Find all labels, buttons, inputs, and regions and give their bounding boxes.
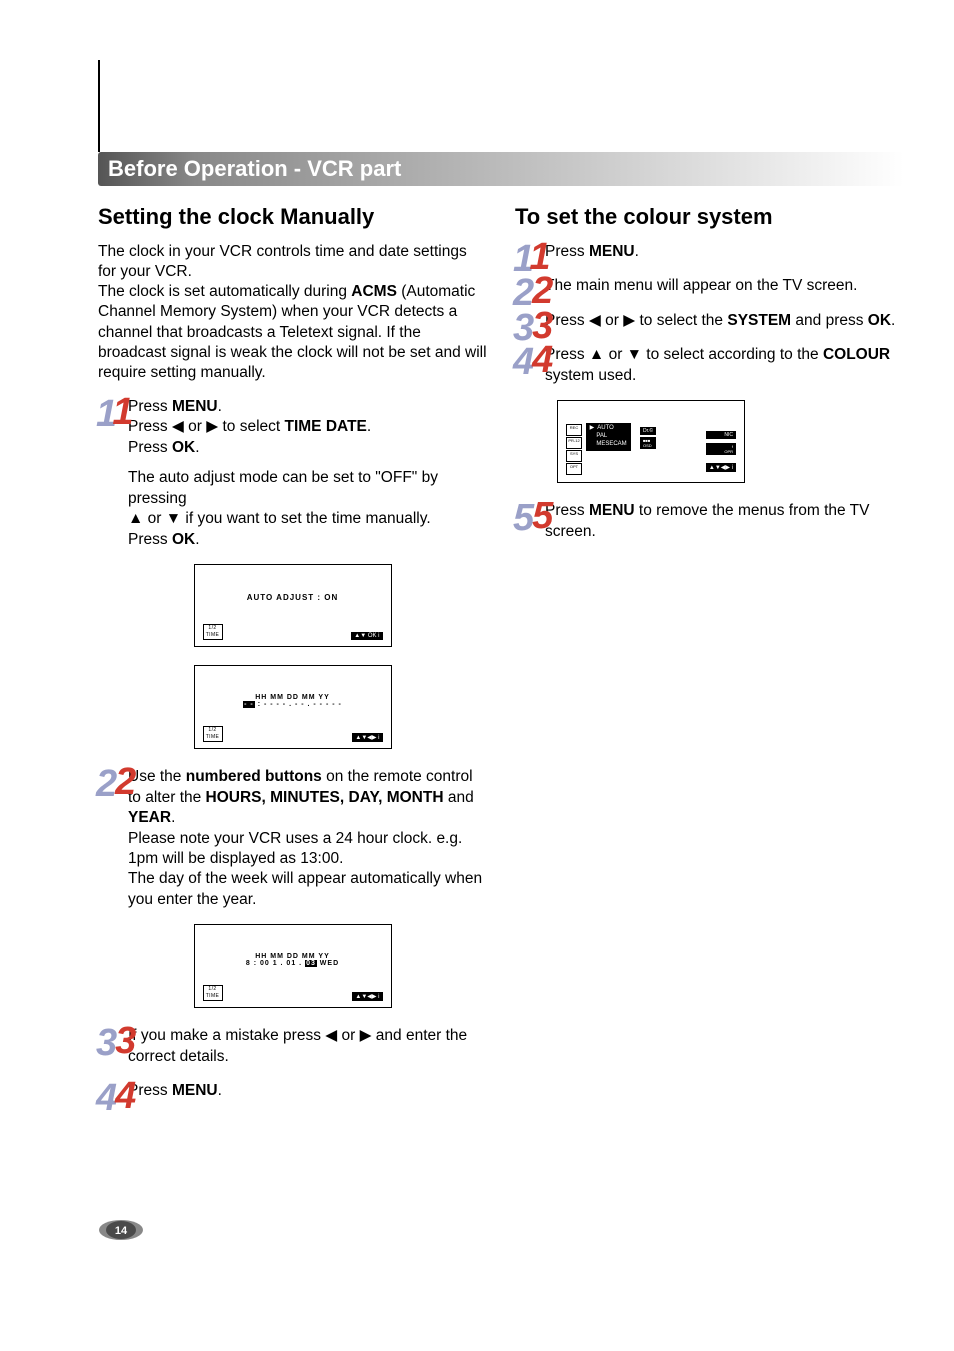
menu-label: MENU — [172, 398, 218, 415]
osd-text: AUTO ADJUST : ON — [203, 593, 383, 602]
colour-label: COLOUR — [823, 346, 890, 363]
osd-dateline: - - : - - - - . - - . - - - - - — [203, 701, 383, 708]
osd-screen-system: REC PR-12 SYS OPT ▶ AUTO PAL MESECAM Dr.… — [557, 400, 745, 483]
step-number-shadow: 3 — [96, 1022, 117, 1064]
system-label: SYSTEM — [727, 312, 791, 329]
osd-header: HH MM DD MM YY — [203, 953, 383, 960]
text: . — [891, 312, 895, 329]
text: . — [218, 398, 222, 415]
text: . — [635, 243, 639, 260]
text: . — [367, 418, 371, 435]
fields-label: HOURS, MINUTES, DAY, MONTH — [206, 789, 444, 806]
timedate-icon: 1/2TIMEDATE — [203, 624, 223, 640]
step-number: 5 — [532, 495, 553, 537]
year-label: YEAR — [128, 809, 171, 826]
text: . — [171, 809, 175, 826]
menu-label: MENU — [589, 243, 635, 260]
step-number-shadow: 4 — [96, 1077, 117, 1119]
text: The main menu will appear on the TV scre… — [545, 277, 857, 294]
osd-screen-filled-date: HH MM DD MM YY 8 : 00 1 . 01 . 03 WED 1/… — [194, 924, 392, 1008]
crop-mark — [98, 106, 100, 152]
opt-icon: OPT — [566, 463, 582, 475]
text: system used. — [545, 367, 636, 384]
text: . — [195, 531, 199, 548]
step-number: 4 — [532, 339, 553, 381]
nic-chip: NIC — [706, 431, 736, 439]
timedate-icon: 1/2TIMEDATE — [203, 726, 223, 742]
text: ▲ or ▼ if you want to set the time manua… — [128, 510, 431, 527]
dr-chip: Dr.© — [640, 427, 656, 435]
left-column: Setting the clock Manually The clock in … — [98, 204, 487, 1116]
page-number-badge: 14 — [98, 1219, 144, 1241]
step-1: 11 Press MENU. Press ◀ or ▶ to select TI… — [98, 397, 487, 550]
timedate-icon: 1/2TIMEDATE — [203, 985, 223, 1001]
r-step-3: 33 Press ◀ or ▶ to select the SYSTEM and… — [515, 311, 904, 331]
step-number: 1 — [112, 391, 133, 433]
r-step-1: 11 Press MENU. — [515, 242, 904, 262]
sys-icon: SYS — [566, 450, 582, 462]
left-heading: Setting the clock Manually — [98, 204, 487, 230]
text: If you make a mistake press ◀ or ▶ and e… — [128, 1027, 467, 1064]
step-number-shadow: 5 — [513, 497, 534, 539]
text: Press ◀ or ▶ to select the — [545, 312, 727, 329]
text: The day of the week will appear automati… — [128, 870, 482, 907]
text: and press — [791, 312, 868, 329]
nav-chip: ▲▼◀▶ i — [352, 992, 382, 1001]
section-title-bar: Before Operation - VCR part — [98, 152, 904, 186]
timedate-label: TIME DATE — [285, 418, 367, 435]
nav-chip: ▲▼ OK i — [351, 632, 382, 640]
r-step-4: 44 Press ▲ or ▼ to select according to t… — [515, 345, 904, 386]
text: Press ▲ or ▼ to select according to the — [545, 346, 823, 363]
step-number-shadow: 4 — [513, 341, 534, 383]
menu-label: MENU — [172, 1082, 218, 1099]
step-3: 33 If you make a mistake press ◀ or ▶ an… — [98, 1026, 487, 1067]
ok-label: OK — [172, 439, 195, 456]
opr-chip: f OPR — [706, 443, 736, 455]
osd-screen-auto-adjust: AUTO ADJUST : ON 1/2TIMEDATE ▲▼ OK i — [194, 564, 392, 647]
step-number: 2 — [115, 761, 136, 803]
rec-icon: REC — [566, 424, 582, 436]
text: Press — [128, 531, 172, 548]
right-heading: To set the colour system — [515, 204, 904, 230]
text: Please note your VCR uses a 24 hour cloc… — [128, 830, 462, 867]
step-number: 3 — [115, 1020, 136, 1062]
ok-label: OK — [172, 531, 195, 548]
osd-header: HH MM DD MM YY — [203, 694, 383, 701]
step-number: 4 — [115, 1075, 136, 1117]
text: . — [195, 439, 199, 456]
intro-paragraph: The clock in your VCR controls time and … — [98, 242, 487, 383]
page-number: 14 — [115, 1225, 128, 1237]
text: Press — [128, 439, 172, 456]
text: The auto adjust mode can be set to "OFF"… — [128, 469, 438, 506]
crop-mark — [98, 60, 100, 106]
nav-chip: ▲▼◀▶ i — [706, 463, 736, 472]
text: Press ◀ or ▶ to select — [128, 418, 285, 435]
numbered-buttons-label: numbered buttons — [186, 768, 322, 785]
ok-label: OK — [868, 312, 891, 329]
menu-label: MENU — [589, 502, 635, 519]
step-2: 22 Use the numbered buttons on the remot… — [98, 767, 487, 910]
pr-icon: PR-12 — [566, 437, 582, 449]
right-column: To set the colour system 11 Press MENU. … — [515, 204, 904, 1116]
text: . — [218, 1082, 222, 1099]
osd-chip: ■■■ OSD — [640, 437, 656, 449]
system-menu-list: ▶ AUTO PAL MESECAM — [586, 423, 631, 450]
r-step-5: 55 Press MENU to remove the menus from t… — [515, 501, 904, 542]
step-4: 44 Press MENU. — [98, 1081, 487, 1101]
text: and — [444, 789, 474, 806]
nav-chip: ▲▼◀▶ i — [352, 733, 382, 742]
r-step-2: 22 The main menu will appear on the TV s… — [515, 276, 904, 296]
osd-screen-blank-date: HH MM DD MM YY - - : - - - - . - - . - -… — [194, 665, 392, 749]
step-number-shadow: 2 — [96, 763, 117, 805]
osd-dateline: 8 : 00 1 . 01 . 03 WED — [203, 960, 383, 967]
